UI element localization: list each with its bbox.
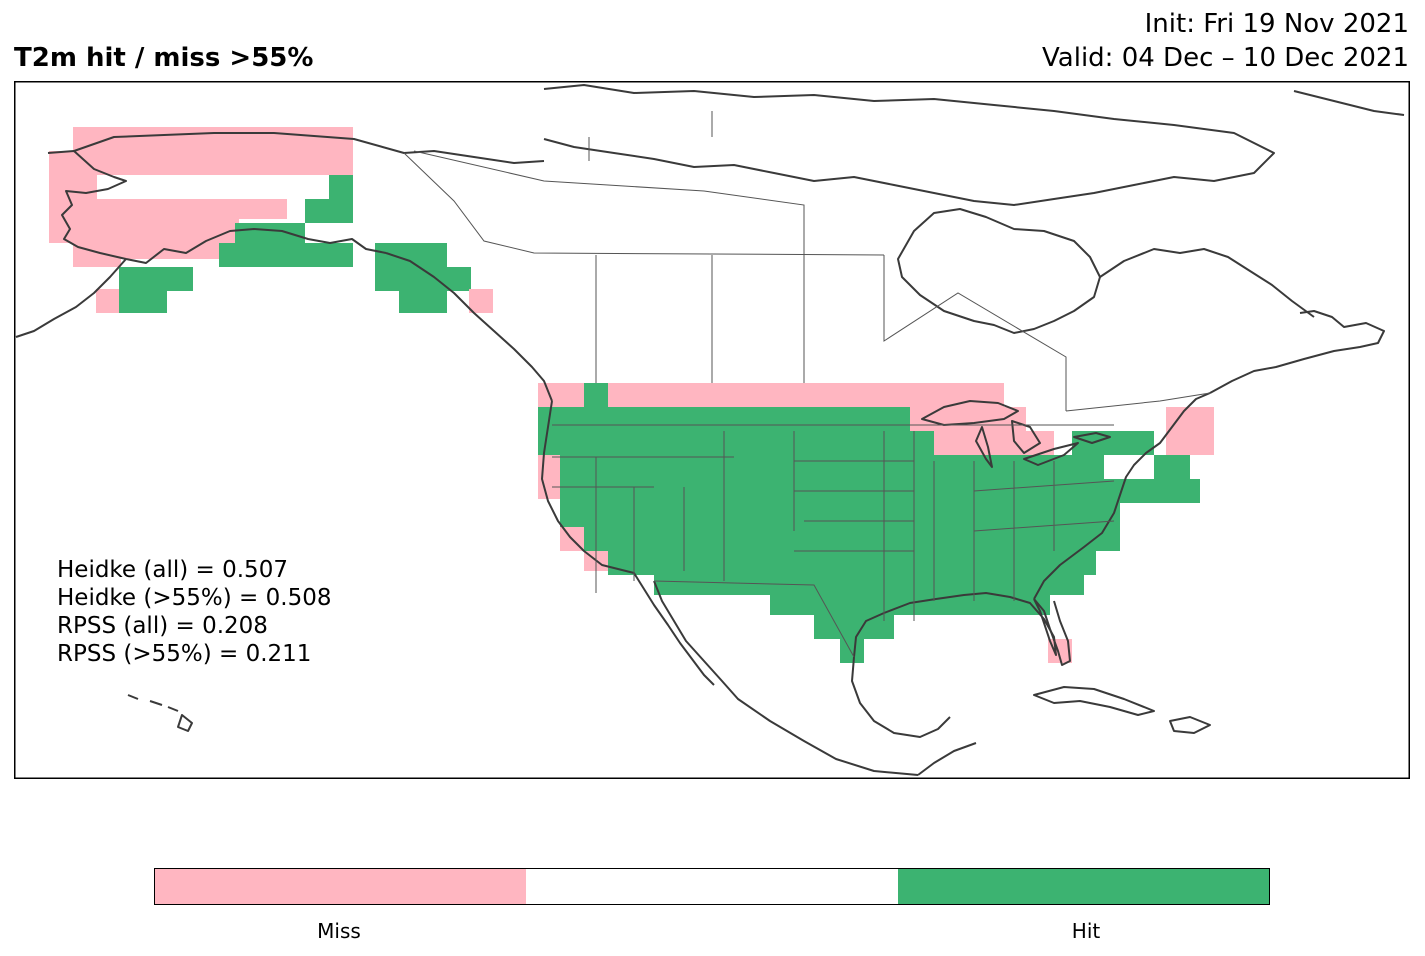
gulf-coast (853, 592, 1057, 658)
hit-cell (538, 407, 910, 431)
coastlines (15, 84, 1405, 776)
skill-scores: Heidke (all) = 0.507 Heidke (>55%) = 0.5… (57, 556, 331, 668)
hit-cell (119, 289, 167, 313)
colorbar-label-hit: Hit (1071, 919, 1101, 943)
miss-cell (1166, 407, 1214, 455)
state-borders (403, 111, 1211, 658)
arctic-islands (543, 84, 1275, 206)
us-east-coast (1033, 392, 1211, 600)
mexico-west-coast (653, 580, 919, 776)
lake-michigan (975, 426, 993, 468)
colorbar-neutral (526, 869, 898, 904)
hit-cell (329, 175, 353, 223)
colorbar-miss (155, 869, 527, 904)
hit-cell (840, 639, 864, 663)
alaska-north-coast (73, 132, 545, 164)
lake-ontario (1073, 432, 1111, 444)
miss-cell (704, 383, 1004, 407)
miss-cell (49, 199, 73, 243)
bc-coast (385, 252, 553, 402)
hit-cell (375, 267, 471, 291)
colorbar (154, 868, 1270, 905)
miss-cell (96, 289, 120, 313)
florida-coast (1033, 598, 1071, 666)
miss-cell (469, 289, 493, 313)
aleutian-coast (15, 258, 127, 338)
hit-cell (560, 503, 1120, 527)
hit-cell (1154, 455, 1190, 479)
hit-miss-map (14, 81, 1410, 779)
hawaii (127, 694, 193, 732)
us-west-coast (541, 400, 715, 686)
maritimes-coast (1209, 310, 1385, 394)
miss-cell (538, 383, 584, 407)
miss-cell (49, 175, 73, 199)
miss-cell (910, 407, 1026, 431)
labrador-coast (1099, 248, 1315, 318)
colorbar-label-miss: Miss (317, 919, 361, 943)
miss-cell (73, 175, 97, 219)
hit-cell (554, 455, 1104, 479)
miss-cell (73, 127, 353, 175)
heidke-all: Heidke (all) = 0.507 (57, 557, 288, 583)
miss-cell (97, 199, 287, 219)
map-title: T2m hit / miss >55% (14, 43, 314, 73)
rpss-all: RPSS (all) = 0.208 (57, 613, 268, 639)
miss-cell (49, 151, 97, 175)
hudson-bay-coast (897, 208, 1101, 334)
hit-cell (814, 615, 894, 639)
lake-erie (1023, 442, 1079, 466)
map-frame (14, 81, 1410, 779)
hit-cell (770, 595, 1050, 615)
hispaniola (1169, 716, 1211, 734)
init-date: Init: Fri 19 Nov 2021 (1144, 9, 1409, 39)
hit-cell (538, 431, 934, 455)
hit-cell (584, 383, 608, 407)
colorbar-hit (897, 869, 1269, 904)
alaska-coast (47, 150, 387, 264)
heidke-55: Heidke (>55%) = 0.508 (57, 585, 332, 611)
greenland-coast (1293, 90, 1405, 116)
hit-cell (219, 243, 353, 267)
cuba (1033, 686, 1155, 716)
hit-cell (375, 243, 447, 267)
mexico-gulf-coast (851, 656, 951, 738)
hit-cell (305, 199, 329, 223)
valid-period: Valid: 04 Dec – 10 Dec 2021 (1042, 43, 1409, 73)
miss-cell (934, 431, 1054, 455)
miss-cell (608, 383, 704, 407)
lake-huron (1011, 420, 1041, 454)
hit-cell (119, 267, 193, 291)
hit-cell (584, 527, 1120, 551)
hit-cell (399, 289, 447, 313)
lake-superior (921, 400, 1019, 426)
rpss-55: RPSS (>55%) = 0.211 (57, 641, 312, 667)
central-america (917, 742, 977, 776)
